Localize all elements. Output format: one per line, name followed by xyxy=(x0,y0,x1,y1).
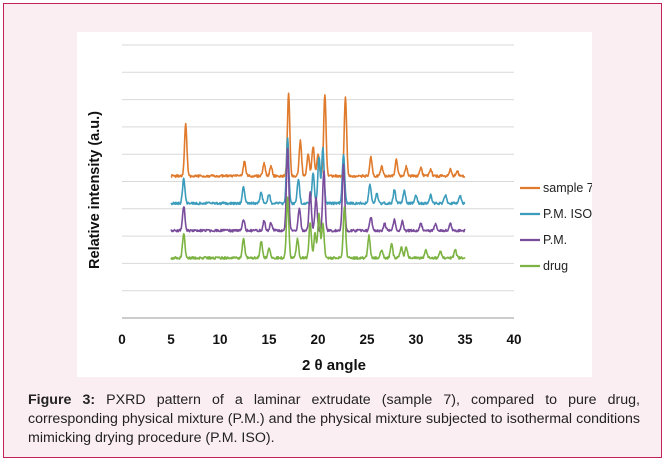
pxrd-chart: 0 5 10 15 20 25 30 35 40 2 θ angle Relative inte… xyxy=(87,44,592,374)
legend-label: sample 7 xyxy=(543,181,592,195)
x-tick-labels: 0 5 10 15 20 25 30 35 40 xyxy=(118,332,521,347)
chart-panel: 0 5 10 15 20 25 30 35 40 2 θ angle Relative inte… xyxy=(77,32,592,377)
series-lines xyxy=(170,92,466,260)
legend-label: P.M. xyxy=(543,233,567,247)
x-tick-label: 35 xyxy=(457,332,473,347)
series-line-sample-7 xyxy=(170,92,466,179)
caption-label: Figure 3: xyxy=(28,392,96,408)
x-tick-label: 0 xyxy=(118,332,126,347)
x-tick-label: 20 xyxy=(310,332,325,347)
caption-text: PXRD pattern of a laminar extrudate (sam… xyxy=(28,392,640,446)
legend-label: drug xyxy=(543,259,568,273)
figure-caption: Figure 3: PXRD pattern of a laminar extr… xyxy=(28,391,640,448)
x-tick-label: 40 xyxy=(506,332,521,347)
legend-label: P.M. ISO xyxy=(543,207,592,221)
x-tick-label: 5 xyxy=(167,332,175,347)
series-line-p-m-iso xyxy=(170,137,466,206)
figure-frame: 0 5 10 15 20 25 30 35 40 2 θ angle Relative inte… xyxy=(3,3,662,458)
x-tick-label: 25 xyxy=(359,332,375,347)
y-axis-label: Relative intensity (a.u.) xyxy=(87,111,103,269)
legend: sample 7 P.M. ISO P.M. drug xyxy=(520,181,592,273)
x-tick-label: 10 xyxy=(212,332,227,347)
x-axis-label: 2 θ angle xyxy=(302,357,366,374)
x-tick-label: 30 xyxy=(408,332,423,347)
x-tick-label: 15 xyxy=(261,332,277,347)
series-line-drug xyxy=(170,196,466,260)
